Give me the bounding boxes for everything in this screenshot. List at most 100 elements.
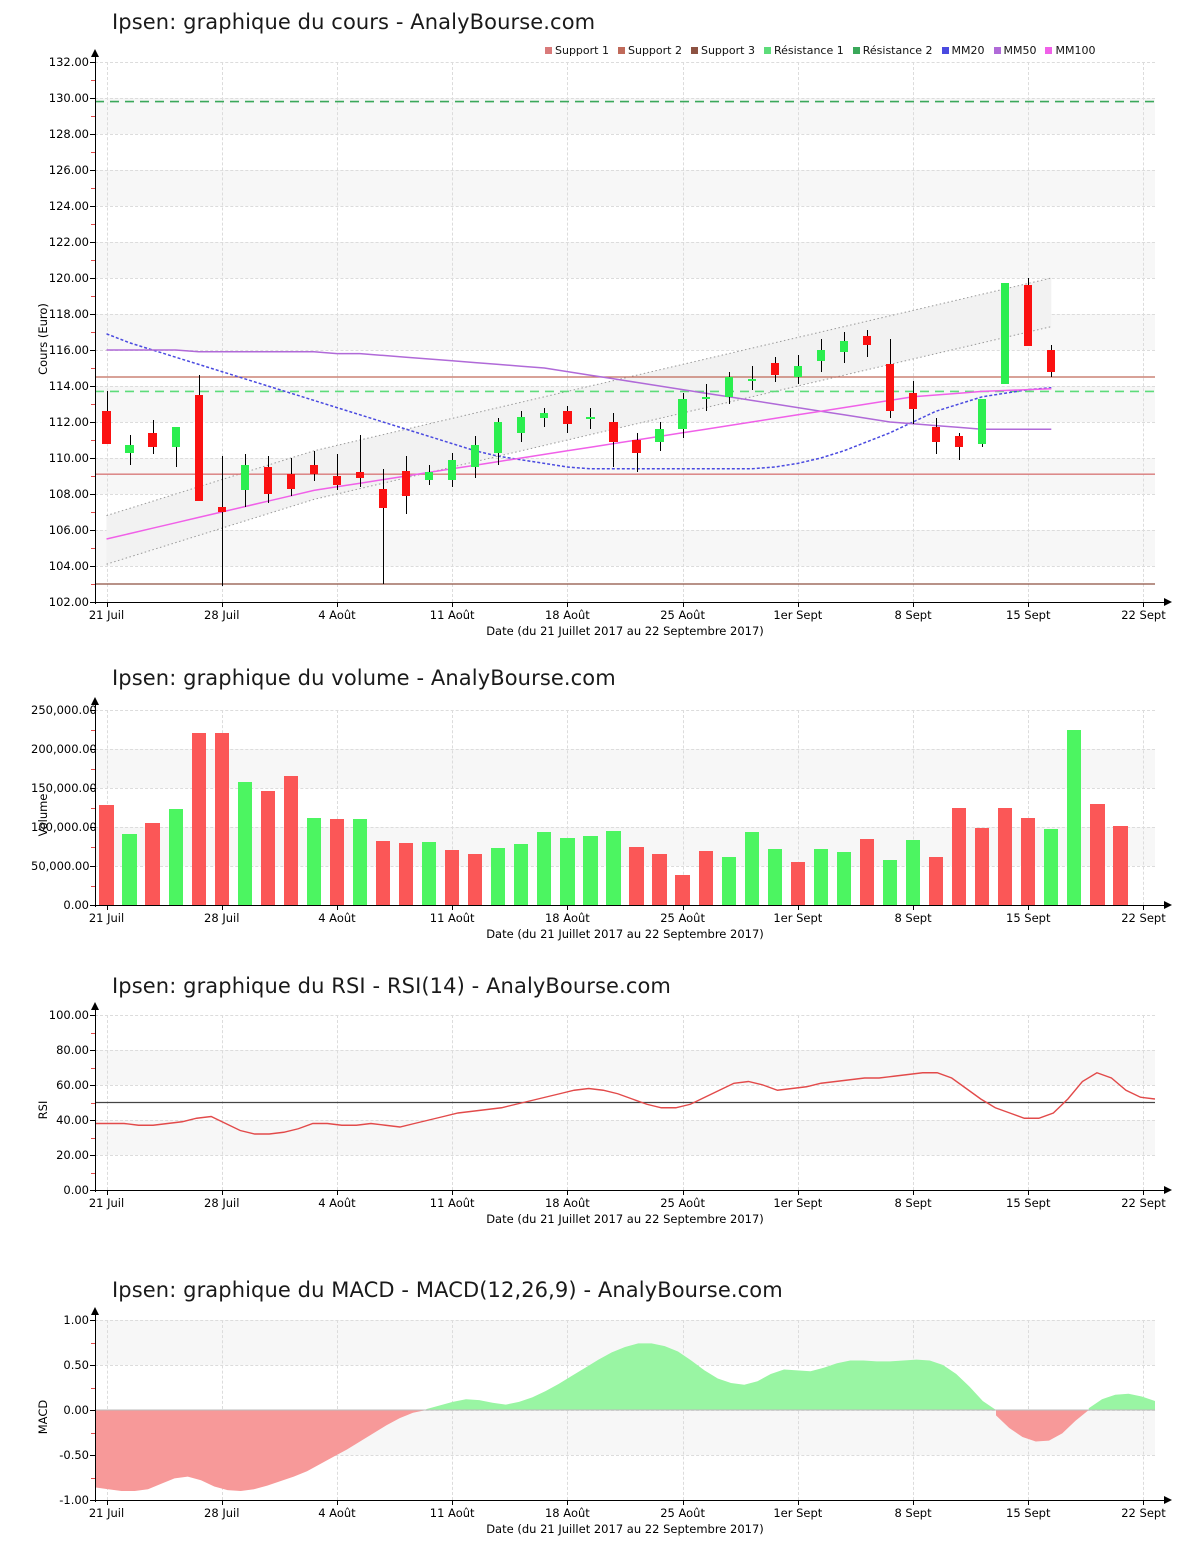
plot-band	[95, 98, 1155, 134]
candle-body	[862, 335, 872, 345]
gridline-vertical	[336, 62, 338, 602]
candle-wick	[360, 434, 361, 487]
x-tick-label: 22 Sept	[1121, 608, 1166, 622]
y-tick-mark	[90, 1190, 95, 1191]
y-tick-label: 128.00	[48, 127, 89, 141]
price-overlay-lines	[95, 100, 1155, 585]
y-tick-label: 126.00	[48, 163, 89, 177]
legend-item-7[interactable]: MM100	[1045, 44, 1095, 57]
y-tick-label: 80.00	[56, 1043, 89, 1057]
x-tick-mark	[452, 905, 454, 910]
gridline-horizontal	[95, 1120, 1155, 1121]
y-tick-mark	[90, 62, 95, 63]
y-tick-mark	[90, 566, 95, 567]
x-tick-mark	[567, 1500, 569, 1505]
y-tick-mark-minor	[91, 885, 95, 887]
volume-bar	[514, 844, 529, 905]
x-axis-title: Date (du 21 Juillet 2017 au 22 Septembre…	[486, 1522, 764, 1536]
x-tick-label: 21 Juil	[88, 911, 125, 925]
legend-item-4[interactable]: Résistance 2	[852, 44, 933, 57]
candle-body	[448, 459, 457, 480]
x-tick-mark	[1143, 1190, 1145, 1195]
x-tick-label: 25 Août	[660, 608, 705, 622]
legend-item-5[interactable]: MM20	[941, 44, 985, 57]
x-tick-label: 8 Sept	[894, 1506, 932, 1520]
y-axis-title: MACD	[36, 1399, 50, 1435]
y-tick-mark	[90, 206, 95, 207]
x-tick-label: 15 Sept	[1006, 1506, 1051, 1520]
volume-bar	[1067, 729, 1082, 905]
gridline-horizontal	[95, 530, 1155, 531]
volume-bar	[375, 841, 391, 905]
volume-chart-title: Ipsen: graphique du volume - AnalyBourse…	[112, 666, 616, 690]
y-tick-mark-minor	[91, 368, 95, 369]
y-tick-mark	[90, 1500, 95, 1501]
x-tick-mark	[106, 602, 108, 607]
candle-wick	[383, 468, 385, 584]
gridline-vertical	[797, 62, 799, 602]
gridline-vertical	[682, 710, 684, 905]
x-tick-label: 28 Juil	[204, 1196, 240, 1210]
gridline-vertical	[106, 62, 108, 602]
price-chart-block: Ipsen: graphique du cours - AnalyBourse.…	[0, 0, 1200, 650]
legend-item-1[interactable]: Support 2	[617, 44, 682, 57]
x-tick-mark	[1028, 1500, 1030, 1505]
x-tick-label: 25 Août	[660, 1196, 705, 1210]
y-tick-mark	[90, 386, 95, 387]
x-tick-mark	[682, 602, 684, 607]
y-tick-mark-minor	[91, 80, 95, 81]
candle-body	[332, 476, 342, 485]
y-tick-mark	[90, 530, 95, 531]
candle-body	[148, 432, 157, 448]
candle-body	[1024, 285, 1033, 347]
y-tick-mark	[90, 905, 95, 906]
x-axis-line	[95, 602, 1165, 603]
y-tick-mark-minor	[91, 1477, 95, 1479]
legend-item-6[interactable]: MM50	[993, 44, 1036, 57]
volume-bar	[468, 854, 483, 905]
legend-item-0[interactable]: Support 1	[545, 44, 609, 57]
y-axis-line	[95, 56, 96, 604]
volume-bar	[1021, 818, 1036, 905]
y-tick-mark-minor	[91, 476, 95, 477]
y-tick-mark-minor	[91, 404, 95, 405]
macd-histogram-area	[95, 1343, 1155, 1491]
y-axis-arrow-icon	[91, 1307, 99, 1315]
x-axis-title: Date (du 21 Juillet 2017 au 22 Septembre…	[486, 624, 764, 638]
x-tick-mark	[221, 1190, 223, 1195]
legend-item-2[interactable]: Support 3	[690, 44, 755, 57]
candle-body	[701, 396, 710, 399]
volume-bar	[214, 733, 229, 905]
volume-bar	[721, 856, 736, 905]
gridline-vertical	[1143, 710, 1145, 905]
y-axis-arrow-icon	[91, 1002, 99, 1010]
x-axis-title: Date (du 21 Juillet 2017 au 22 Septembre…	[486, 1212, 764, 1226]
legend-swatch-icon	[763, 47, 771, 54]
x-tick-mark	[797, 1500, 799, 1505]
x-tick-mark	[106, 905, 108, 910]
candle-body	[263, 467, 272, 494]
candle-body	[494, 422, 503, 453]
candle-body	[355, 472, 365, 478]
x-axis-title: Date (du 21 Juillet 2017 au 22 Septembre…	[486, 927, 764, 941]
y-tick-mark-minor	[91, 512, 95, 513]
x-tick-mark	[336, 1190, 338, 1195]
volume-bar	[237, 781, 252, 905]
candle-wick	[336, 454, 338, 491]
legend-item-3[interactable]: Résistance 1	[763, 44, 844, 57]
candle-body	[171, 427, 180, 448]
candle-body	[286, 474, 295, 489]
y-tick-label: 114.00	[48, 379, 89, 393]
gridline-horizontal	[95, 566, 1155, 567]
volume-bar	[537, 832, 552, 905]
x-tick-mark	[221, 905, 223, 910]
y-tick-label: 116.00	[48, 343, 89, 357]
y-tick-label: 40.00	[56, 1113, 89, 1127]
candle-body	[309, 465, 319, 475]
y-tick-mark	[90, 314, 95, 315]
candle-body	[424, 472, 434, 480]
y-tick-mark	[90, 1085, 95, 1086]
candle-body	[978, 398, 987, 444]
volume-bar	[998, 807, 1013, 905]
gridline-horizontal	[95, 1155, 1155, 1156]
